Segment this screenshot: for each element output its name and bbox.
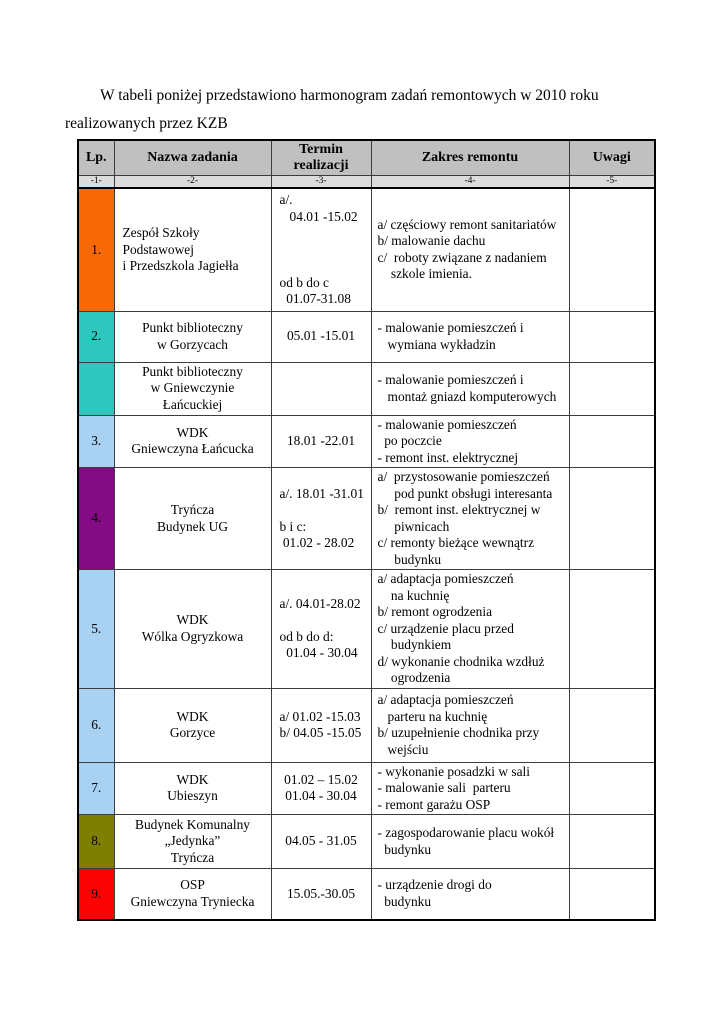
scope-cell: - malowanie pomieszczeń i montaż gniazd … [370, 361, 570, 416]
notes-cell [568, 687, 656, 763]
renovation-schedule-table: Lp. Nazwa zadania Termin realizacji Zakr… [77, 139, 656, 921]
term-cell: a/. 18.01 -31.01 b i c: 01.02 - 28.02 [270, 467, 372, 570]
notes-cell [568, 187, 656, 312]
notes-cell [568, 361, 656, 416]
row-number-cell: 3. [77, 414, 115, 468]
task-name-cell: Tryńcza Budynek UG [113, 467, 272, 570]
row-number-cell: 2. [77, 310, 115, 363]
notes-cell [568, 761, 656, 815]
row-number-cell: 9. [77, 868, 115, 920]
scope-cell: - malowanie pomieszczeń i wymiana wykład… [370, 310, 570, 363]
table-row: 9. OSP Gniewczyna Tryniecka 15.05.-30.05… [77, 868, 656, 920]
col-index-1: -1- [77, 175, 115, 189]
row-number-cell: 7. [77, 761, 115, 815]
document-title: W tabeli poniżej przedstawiono harmonogr… [65, 87, 599, 132]
scope-cell: a/ przystosowanie pomieszczeń pod punkt … [370, 467, 570, 570]
notes-cell [568, 467, 656, 570]
col-header-scope: Zakres remontu [370, 139, 570, 176]
term-cell: 05.01 -15.01 [270, 310, 372, 363]
col-header-lp: Lp. [77, 139, 115, 176]
table-row: 8. Budynek Komunalny „Jedynka” Tryńcza 0… [77, 814, 656, 869]
scope-cell: a/ adaptacja pomieszczeń parteru na kuch… [370, 687, 570, 763]
notes-cell [568, 310, 656, 363]
row-number-cell: 4. [77, 467, 115, 570]
table-header-row: Lp. Nazwa zadania Termin realizacji Zakr… [77, 139, 656, 176]
scope-cell: a/ częściowy remont sanitariatów b/ malo… [370, 187, 570, 312]
col-header-notes: Uwagi [568, 139, 656, 176]
notes-cell [568, 868, 656, 920]
term-cell: a/ 01.02 -15.03 b/ 04.05 -15.05 [270, 687, 372, 763]
col-header-task-name: Nazwa zadania [113, 139, 272, 176]
task-name-cell: OSP Gniewczyna Tryniecka [113, 868, 272, 920]
col-index-4: -4- [370, 175, 570, 189]
task-name-cell: Zespół Szkoły Podstawowej i Przedszkola … [113, 187, 272, 312]
col-index-3: -3- [270, 175, 372, 189]
scope-cell: - wykonanie posadzki w sali - malowanie … [370, 761, 570, 815]
scope-cell: - malowanie pomieszczeń po poczcie - rem… [370, 414, 570, 468]
term-cell: a/. 04.01-28.02 od b do d: 01.04 - 30.04 [270, 569, 372, 689]
task-name-cell: WDK Ubieszyn [113, 761, 272, 815]
column-index-row: -1- -2- -3- -4- -5- [77, 175, 656, 189]
scope-cell: - urządzenie drogi do budynku [370, 868, 570, 920]
row-number-cell [77, 361, 115, 416]
notes-cell [568, 814, 656, 869]
col-header-term: Termin realizacji [270, 139, 372, 176]
row-number-cell: 5. [77, 569, 115, 689]
task-name-cell: Punkt biblioteczny w Gorzycach [113, 310, 272, 363]
term-cell: 01.02 – 15.02 01.04 - 30.04 [270, 761, 372, 815]
table-row: 5. WDK Wólka Ogryzkowa a/. 04.01-28.02 o… [77, 569, 656, 689]
table-row: 1. Zespół Szkoły Podstawowej i Przedszko… [77, 187, 656, 312]
term-cell: 18.01 -22.01 [270, 414, 372, 468]
table-row: 4. Tryńcza Budynek UG a/. 18.01 -31.01 b… [77, 467, 656, 570]
col-index-2: -2- [113, 175, 272, 189]
notes-cell [568, 414, 656, 468]
notes-cell [568, 569, 656, 689]
row-number-cell: 1. [77, 187, 115, 312]
task-name-cell: WDK Gniewczyna Łańcucka [113, 414, 272, 468]
table-row: Punkt biblioteczny w Gniewczynie Łańcuck… [77, 361, 656, 416]
table-row: 3. WDK Gniewczyna Łańcucka 18.01 -22.01 … [77, 414, 656, 468]
task-name-cell: WDK Gorzyce [113, 687, 272, 763]
scope-cell: a/ adaptacja pomieszczeń na kuchnię b/ r… [370, 569, 570, 689]
term-cell: 04.05 - 31.05 [270, 814, 372, 869]
table-row: 6. WDK Gorzyce a/ 01.02 -15.03 b/ 04.05 … [77, 687, 656, 763]
table-row: 2. Punkt biblioteczny w Gorzycach 05.01 … [77, 310, 656, 363]
col-index-5: -5- [568, 175, 656, 189]
term-cell: 15.05.-30.05 [270, 868, 372, 920]
task-name-cell: WDK Wólka Ogryzkowa [113, 569, 272, 689]
table-row: 7. WDK Ubieszyn 01.02 – 15.02 01.04 - 30… [77, 761, 656, 815]
task-name-cell: Budynek Komunalny „Jedynka” Tryńcza [113, 814, 272, 869]
task-name-cell: Punkt biblioteczny w Gniewczynie Łańcuck… [113, 361, 272, 416]
row-number-cell: 8. [77, 814, 115, 869]
term-cell: a/. 04.01 -15.02 od b do c 01.07-31.08 [270, 187, 372, 312]
term-cell [270, 361, 372, 416]
scope-cell: - zagospodarowanie placu wokół budynku [370, 814, 570, 869]
row-number-cell: 6. [77, 687, 115, 763]
